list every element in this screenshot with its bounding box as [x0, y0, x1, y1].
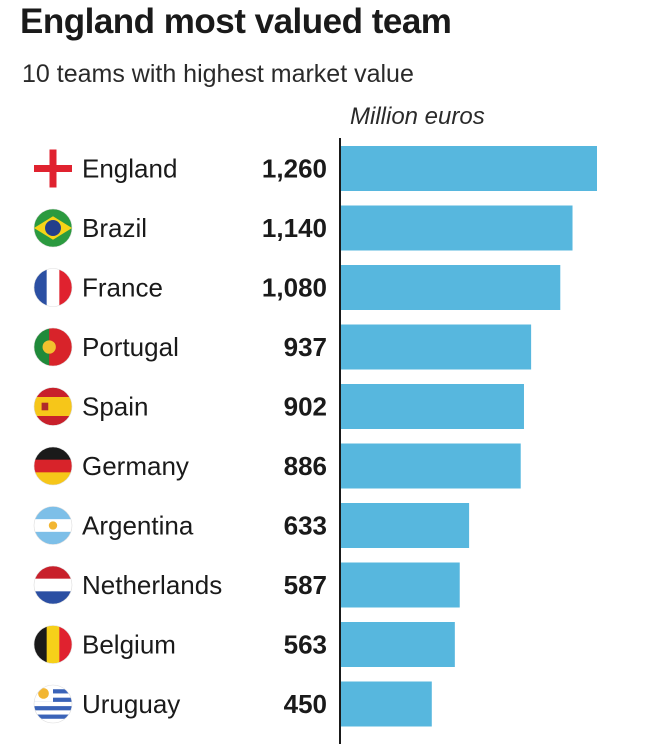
bar: [340, 622, 455, 667]
germany-flag-icon: [33, 446, 73, 486]
category-label: France: [82, 273, 163, 303]
bar: [340, 384, 524, 429]
netherlands-flag-icon: [33, 565, 73, 605]
category-label: Argentina: [82, 511, 194, 541]
value-label: 587: [284, 570, 327, 600]
england-flag-icon: [34, 149, 72, 188]
value-label: 633: [284, 511, 327, 541]
value-label: 563: [284, 630, 327, 660]
category-label: Belgium: [82, 630, 176, 660]
bar: [340, 146, 597, 191]
value-label: 1,080: [262, 273, 327, 303]
bar: [340, 503, 470, 548]
bar: [340, 265, 561, 310]
value-label: 886: [284, 451, 327, 481]
unit-label: Million euros: [350, 103, 485, 130]
bar: [340, 562, 460, 608]
category-label: England: [82, 154, 177, 184]
value-label: 1,260: [262, 154, 327, 184]
brazil-flag-icon: [33, 208, 73, 248]
category-label: Netherlands: [82, 570, 222, 600]
chart-title: England most valued team: [20, 2, 452, 41]
chart-subtitle: 10 teams with highest market value: [22, 60, 414, 88]
value-label: 450: [284, 689, 327, 719]
category-label: Spain: [82, 392, 149, 422]
belgium-flag-icon: [33, 625, 73, 664]
bar: [340, 681, 432, 727]
category-label: Germany: [82, 451, 189, 481]
bar: [340, 443, 521, 489]
value-label: 937: [284, 332, 327, 362]
category-label: Brazil: [82, 213, 147, 243]
france-flag-icon: [33, 268, 73, 307]
value-label: 1,140: [262, 213, 327, 243]
uruguay-flag-icon: [33, 684, 73, 724]
value-label: 902: [284, 392, 327, 422]
category-label: Portugal: [82, 332, 179, 362]
bar: [340, 324, 532, 370]
spain-flag-icon: [33, 387, 73, 426]
argentina-flag-icon: [33, 506, 73, 545]
portugal-flag-icon: [33, 327, 73, 367]
bar: [340, 205, 573, 251]
category-label: Uruguay: [82, 689, 180, 719]
